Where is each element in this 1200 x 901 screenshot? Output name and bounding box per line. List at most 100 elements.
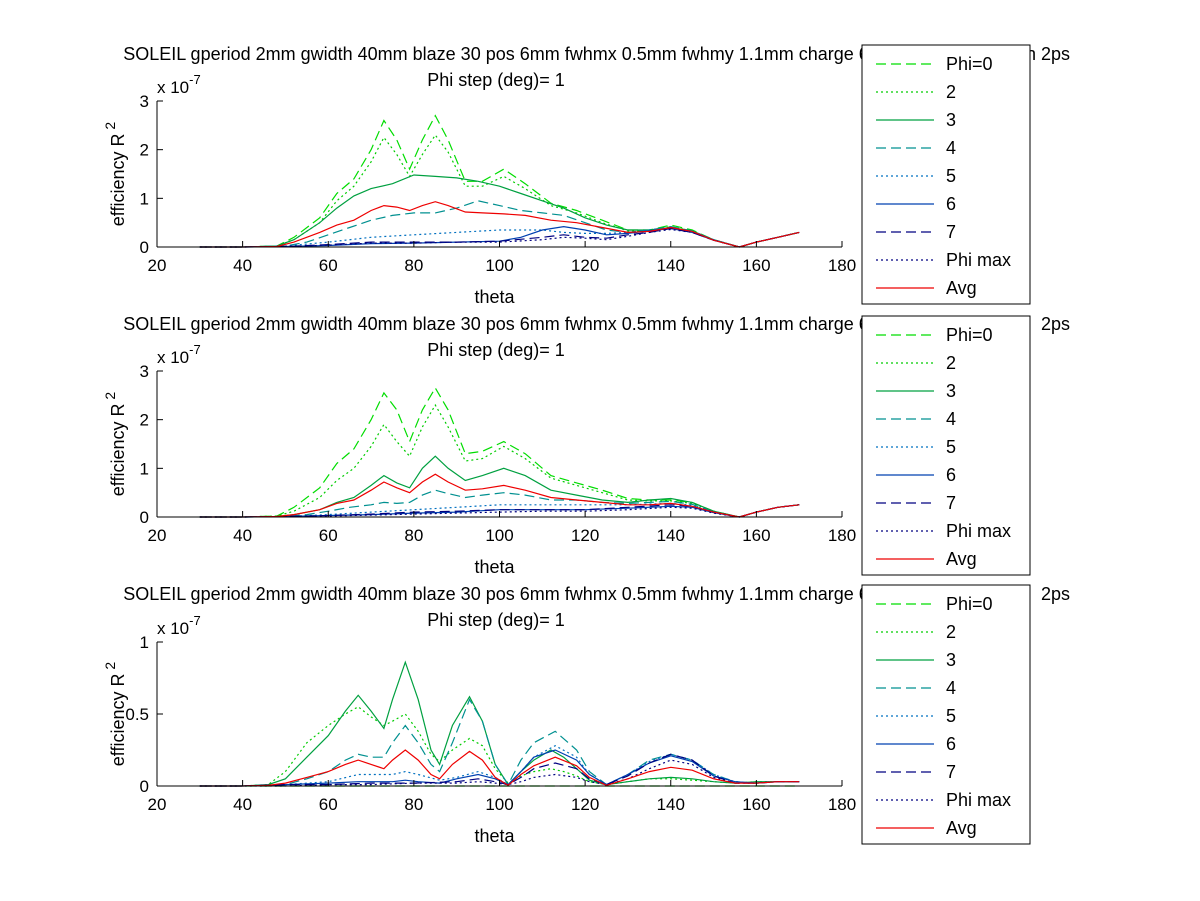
series-line-4 bbox=[199, 489, 800, 518]
x-tick-label: 180 bbox=[828, 256, 856, 275]
legend-entry-label: 5 bbox=[946, 437, 956, 457]
legend-entry-label: 3 bbox=[946, 381, 956, 401]
x-tick-label: 60 bbox=[319, 795, 338, 814]
y-tick-label: 3 bbox=[140, 362, 149, 381]
legend-entry-label: 6 bbox=[946, 194, 956, 214]
legend-entry-label: 2 bbox=[946, 622, 956, 642]
y-axis-label: efficiency R 2 bbox=[102, 392, 128, 497]
x-axis-label: theta bbox=[474, 826, 515, 846]
y-tick-label: 2 bbox=[140, 141, 149, 160]
series-line-1 bbox=[199, 114, 800, 248]
x-tick-label: 40 bbox=[233, 526, 252, 545]
x-tick-label: 20 bbox=[148, 526, 167, 545]
legend-entry-label: Avg bbox=[946, 549, 977, 569]
x-tick-label: 80 bbox=[404, 526, 423, 545]
series-line-3 bbox=[199, 455, 800, 518]
legend-entry-label: 4 bbox=[946, 138, 956, 158]
y-tick-label: 0 bbox=[140, 238, 149, 257]
legend: Phi=0 2 3 4 5 6 7 Phi max Avg bbox=[861, 44, 1031, 305]
series-line-2 bbox=[199, 403, 800, 518]
legend-entry-label: 4 bbox=[946, 409, 956, 429]
x-tick-label: 140 bbox=[657, 526, 685, 545]
y-tick-label: 1 bbox=[140, 459, 149, 478]
y-tick-label: 0 bbox=[140, 777, 149, 796]
legend: Phi=0 2 3 4 5 6 7 Phi max Avg bbox=[861, 315, 1031, 576]
series-line-9 bbox=[199, 201, 800, 248]
chart-panel-1: 20 40 60 80 100 120 140 160 180 0 1 2 3 x 10-7 efficie… bbox=[102, 44, 1070, 307]
legend-entry-label: 2 bbox=[946, 353, 956, 373]
series-line-8 bbox=[199, 504, 800, 518]
legend-entry-label: 3 bbox=[946, 650, 956, 670]
chart-subtitle: Phi step (deg)= 1 bbox=[427, 610, 565, 630]
y-exponent-label: x 10-7 bbox=[157, 613, 201, 638]
chart-title-tail: 2ps bbox=[1041, 584, 1070, 604]
series-line-9 bbox=[199, 473, 800, 518]
legend-entry-label: Phi max bbox=[946, 250, 1011, 270]
x-tick-label: 120 bbox=[571, 526, 599, 545]
x-tick-label: 140 bbox=[657, 795, 685, 814]
legend-entry-label: 5 bbox=[946, 706, 956, 726]
series-lines bbox=[199, 114, 800, 248]
series-line-5 bbox=[199, 502, 800, 518]
x-tick-label: 160 bbox=[742, 256, 770, 275]
x-tick-label: 60 bbox=[319, 526, 338, 545]
x-tick-label: 120 bbox=[571, 795, 599, 814]
chart-panel-2: 20 40 60 80 100 120 140 160 180 0 1 2 3 x 10-7 efficie… bbox=[102, 314, 1070, 577]
legend-entry-label: 6 bbox=[946, 465, 956, 485]
series-line-8 bbox=[199, 759, 800, 787]
x-tick-label: 120 bbox=[571, 256, 599, 275]
legend-entry-label: Phi max bbox=[946, 790, 1011, 810]
series-lines bbox=[199, 386, 800, 518]
x-tick-label: 40 bbox=[233, 795, 252, 814]
x-tick-label: 80 bbox=[404, 256, 423, 275]
legend-entry-label: 7 bbox=[946, 762, 956, 782]
legend-entry-label: 4 bbox=[946, 678, 956, 698]
x-tick-label: 20 bbox=[148, 795, 167, 814]
series-line-3 bbox=[199, 660, 800, 787]
x-tick-label: 100 bbox=[485, 795, 513, 814]
x-tick-label: 80 bbox=[404, 795, 423, 814]
legend-entry-label: Phi=0 bbox=[946, 325, 993, 345]
y-tick-label: 1 bbox=[140, 633, 149, 652]
x-tick-label: 160 bbox=[742, 526, 770, 545]
chart-panel-3: 20 40 60 80 100 120 140 160 180 0 0.5 1 x 10-7 effici… bbox=[102, 584, 1070, 846]
legend: Phi=0 2 3 4 5 6 7 Phi max Avg bbox=[861, 584, 1031, 845]
x-tick-label: 40 bbox=[233, 256, 252, 275]
y-tick-label: 0.5 bbox=[125, 705, 149, 724]
y-tick-label: 0 bbox=[140, 508, 149, 527]
legend-entry-label: 6 bbox=[946, 734, 956, 754]
x-tick-label: 20 bbox=[148, 256, 167, 275]
legend-entry-label: 3 bbox=[946, 110, 956, 130]
y-tick-label: 3 bbox=[140, 92, 149, 111]
series-line-7 bbox=[199, 753, 800, 787]
series-line-6 bbox=[199, 749, 800, 787]
legend-box bbox=[861, 584, 1031, 845]
legend-entry-label: Avg bbox=[946, 818, 977, 838]
series-line-8 bbox=[199, 228, 800, 248]
x-axis-label: theta bbox=[474, 287, 515, 307]
legend-entry-label: 2 bbox=[946, 82, 956, 102]
legend-entry-label: 7 bbox=[946, 222, 956, 242]
x-tick-label: 60 bbox=[319, 256, 338, 275]
legend-box bbox=[861, 315, 1031, 576]
chart-title-tail: h 2ps bbox=[1026, 44, 1070, 64]
y-tick-label: 1 bbox=[140, 189, 149, 208]
series-line-1 bbox=[199, 386, 800, 518]
chart-title-tail: 2ps bbox=[1041, 314, 1070, 334]
series-lines bbox=[199, 660, 800, 787]
chart-title: SOLEIL gperiod 2mm gwidth 40mm blaze 30 … bbox=[123, 314, 869, 334]
legend-entry-label: Phi max bbox=[946, 521, 1011, 541]
y-axis-label: efficiency R 2 bbox=[102, 122, 128, 227]
y-tick-label: 2 bbox=[140, 411, 149, 430]
y-axis-label: efficiency R 2 bbox=[102, 662, 128, 767]
chart-subtitle: Phi step (deg)= 1 bbox=[427, 70, 565, 90]
x-tick-label: 180 bbox=[828, 526, 856, 545]
x-tick-label: 180 bbox=[828, 795, 856, 814]
legend-box bbox=[861, 44, 1031, 305]
series-line-3 bbox=[199, 174, 800, 248]
chart-title: SOLEIL gperiod 2mm gwidth 40mm blaze 30 … bbox=[123, 584, 869, 604]
x-tick-label: 140 bbox=[657, 256, 685, 275]
chart-title: SOLEIL gperiod 2mm gwidth 40mm blaze 30 … bbox=[123, 44, 869, 64]
x-tick-label: 100 bbox=[485, 526, 513, 545]
